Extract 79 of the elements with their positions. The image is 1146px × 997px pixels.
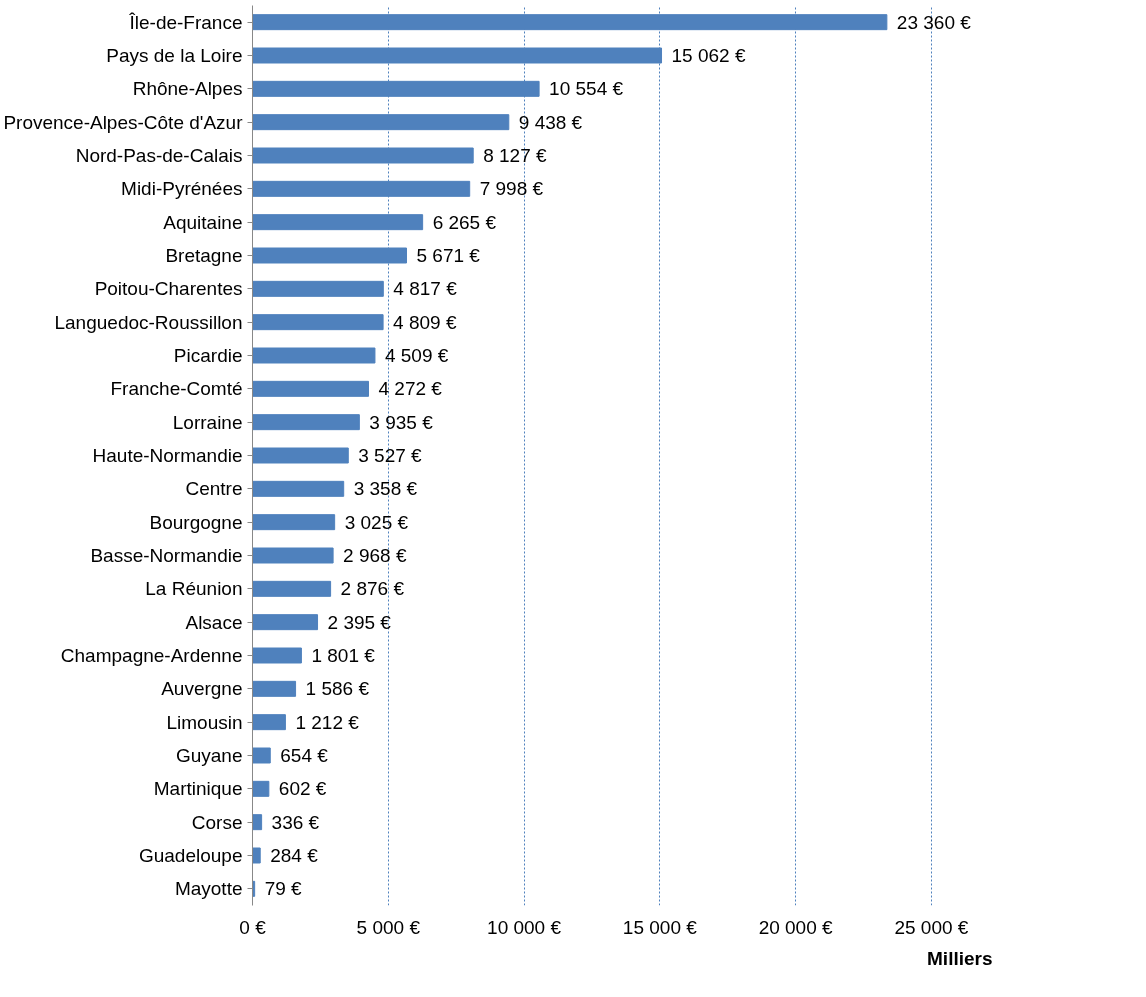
- data-label: 3 025 €: [344, 511, 409, 533]
- bar: [252, 714, 286, 731]
- data-label: 15 062 €: [671, 45, 746, 66]
- bar: [252, 514, 336, 531]
- y-tick-label: Lorraine: [172, 411, 243, 433]
- x-tick-label: 20 000 €: [758, 916, 834, 938]
- bar: [252, 580, 332, 597]
- y-tick-label: Aquitaine: [163, 211, 243, 233]
- y-tick-label: Rhône-Alpes: [132, 78, 243, 100]
- y-tick-label: Bourgogne: [149, 511, 243, 533]
- data-label: 3 527 €: [358, 445, 423, 466]
- x-tick-label: 25 000 €: [894, 916, 969, 938]
- y-tick-label: Alsace: [185, 611, 243, 633]
- data-label: 7 998 €: [479, 178, 544, 200]
- bar: [252, 647, 302, 664]
- y-tick-label: Basse-Normandie: [90, 545, 243, 566]
- data-label: 6 265 €: [432, 211, 497, 233]
- data-label: 2 968 €: [343, 545, 407, 566]
- y-tick-label: Provence-Alpes-Côte d'Azur: [3, 111, 244, 133]
- bar: [252, 414, 360, 431]
- y-tick-label: Midi-Pyrénées: [121, 178, 243, 200]
- bar: [252, 614, 319, 631]
- y-tick-label: Martinique: [153, 778, 243, 800]
- data-label: 79 €: [264, 878, 303, 900]
- bar: [252, 314, 384, 331]
- bar: [252, 480, 345, 497]
- data-label: 3 358 €: [353, 478, 418, 500]
- data-label: 4 809 €: [393, 311, 457, 333]
- y-tick-label: Bretagne: [165, 245, 243, 266]
- y-tick-label: Franche-Comté: [110, 378, 243, 400]
- bar: [252, 547, 334, 564]
- data-label: 23 360 €: [896, 11, 972, 33]
- y-tick-label: Poitou-Charentes: [94, 278, 243, 300]
- y-tick-label: La Réunion: [145, 578, 243, 600]
- x-tick-label: 10 000 €: [487, 916, 562, 938]
- y-tick-label: Corse: [191, 811, 243, 833]
- data-label: 3 935 €: [369, 411, 434, 433]
- y-tick-label: Guadeloupe: [138, 845, 243, 866]
- y-tick-label: Île-de-France: [128, 11, 243, 33]
- data-label: 8 127 €: [483, 145, 548, 166]
- data-label: 654 €: [280, 745, 329, 766]
- data-label: 1 801 €: [311, 645, 376, 666]
- bar: [252, 780, 270, 797]
- bar: [252, 447, 349, 464]
- data-label: 4 509 €: [384, 345, 449, 366]
- y-tick-label: Centre: [185, 478, 243, 500]
- y-tick-label: Champagne-Ardenne: [60, 645, 243, 666]
- bar: [252, 847, 261, 864]
- data-label: 1 586 €: [305, 678, 370, 700]
- x-tick-label: 0 €: [239, 916, 267, 938]
- y-tick-label: Picardie: [173, 345, 243, 366]
- data-label: 4 272 €: [378, 378, 443, 400]
- data-label: 2 876 €: [340, 578, 405, 600]
- data-label: 284 €: [270, 845, 319, 866]
- data-label: 5 671 €: [416, 245, 481, 266]
- bar: [252, 347, 376, 364]
- data-label: 602 €: [278, 778, 327, 800]
- bar: [252, 747, 271, 764]
- data-label: 10 554 €: [549, 78, 624, 100]
- data-label: 4 817 €: [393, 278, 458, 300]
- data-label: 9 438 €: [518, 111, 583, 133]
- data-label: 2 395 €: [327, 611, 392, 633]
- x-axis-title: Milliers: [927, 947, 993, 969]
- y-tick-label: Auvergne: [161, 678, 243, 700]
- y-tick-label: Pays de la Loire: [106, 45, 243, 66]
- y-tick-label: Mayotte: [174, 878, 243, 900]
- data-label: 1 212 €: [295, 711, 360, 733]
- y-tick-label: Limousin: [166, 711, 243, 733]
- bar: [252, 814, 263, 831]
- bar: [252, 280, 384, 297]
- y-tick-label: Guyane: [175, 745, 243, 766]
- bar: [252, 680, 297, 697]
- x-tick-label: 15 000 €: [622, 916, 698, 938]
- x-tick-label: 5 000 €: [356, 916, 421, 938]
- bar: [252, 380, 370, 397]
- y-tick-label: Nord-Pas-de-Calais: [75, 145, 243, 166]
- data-label: 336 €: [271, 811, 320, 833]
- y-tick-label: Haute-Normandie: [92, 445, 243, 466]
- y-tick-label: Languedoc-Roussillon: [54, 311, 243, 333]
